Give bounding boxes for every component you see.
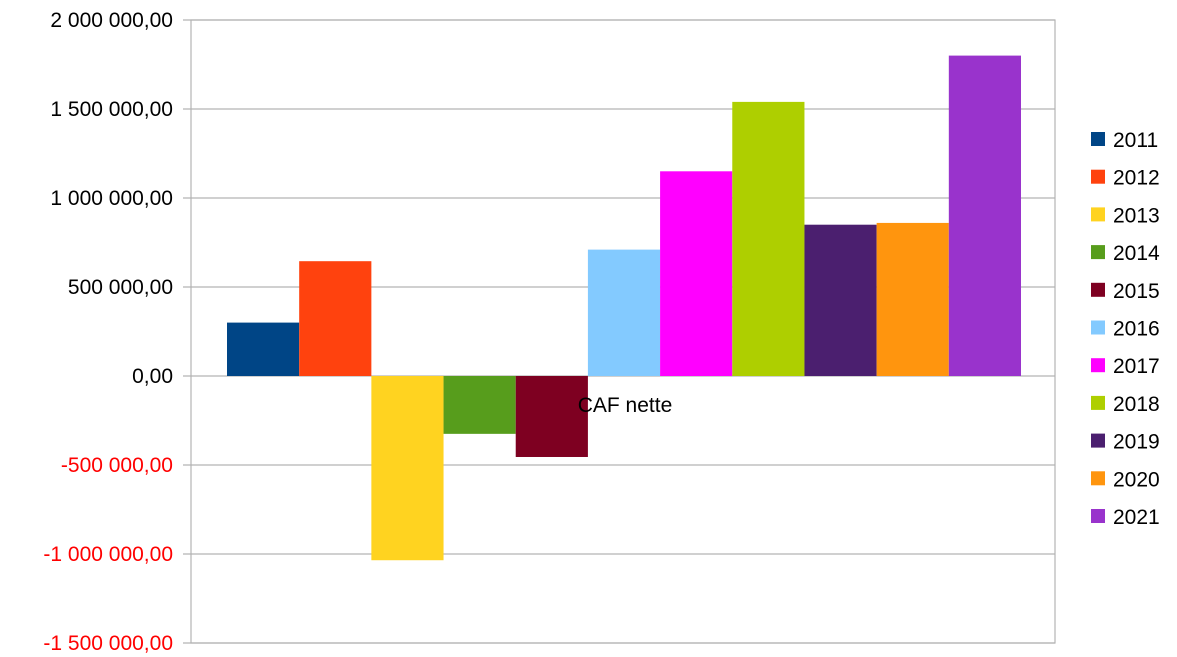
legend-swatch — [1091, 132, 1105, 146]
bar-2015 — [515, 376, 588, 457]
legend-item-2019: 2019 — [1091, 431, 1160, 454]
legend-label: 2019 — [1113, 431, 1160, 454]
bar-2013 — [371, 376, 444, 561]
legend-item-2017: 2017 — [1091, 355, 1160, 378]
legend-swatch — [1091, 509, 1105, 523]
legend-item-2020: 2020 — [1091, 468, 1160, 491]
legend-item-2021: 2021 — [1091, 506, 1160, 529]
legend-swatch — [1091, 207, 1105, 222]
legend-label: 2011 — [1113, 129, 1158, 152]
legend-item-2016: 2016 — [1091, 318, 1160, 341]
legend-label: 2017 — [1113, 355, 1160, 378]
legend-swatch — [1091, 320, 1105, 335]
y-tick-label: -1 500 000,00 — [43, 632, 173, 655]
y-tick-label: 500 000,00 — [68, 276, 173, 299]
y-tick-label: 1 500 000,00 — [50, 98, 173, 121]
legend-swatch — [1091, 471, 1105, 486]
legend-item-2014: 2014 — [1091, 242, 1160, 265]
y-tick-label: 0,00 — [132, 365, 173, 388]
bar-2016 — [587, 249, 661, 376]
legend-swatch — [1091, 433, 1105, 448]
legend-swatch — [1091, 395, 1105, 410]
legend: 2011 2012 2013 2014 2015 2016 2017 2018 2019 2020… — [1091, 129, 1160, 529]
bar-2011 — [227, 322, 300, 376]
bar-2021 — [948, 55, 1021, 376]
legend-label: 2013 — [1113, 204, 1160, 227]
legend-item-2012: 2012 — [1091, 167, 1160, 190]
bar-2014 — [443, 376, 516, 434]
legend-swatch — [1091, 282, 1105, 297]
legend-item-2013: 2013 — [1091, 204, 1160, 227]
legend-label: 2021 — [1113, 506, 1160, 529]
y-tick-label: -1 000 000,00 — [43, 543, 173, 566]
legend-label: 2016 — [1113, 318, 1160, 341]
legend-swatch — [1091, 245, 1105, 260]
bar-2012 — [299, 261, 372, 376]
legend-label: 2015 — [1113, 280, 1160, 303]
legend-item-2011: 2011 — [1091, 129, 1158, 152]
bar-2017 — [660, 171, 733, 376]
legend-label: 2020 — [1113, 468, 1160, 491]
legend-swatch — [1091, 358, 1105, 373]
y-tick-label: 2 000 000,00 — [50, 9, 173, 32]
legend-item-2015: 2015 — [1091, 280, 1160, 303]
category-label: CAF nette — [578, 394, 673, 417]
bar-2020 — [876, 222, 949, 376]
y-tick-label: -500 000,00 — [61, 454, 173, 477]
y-tick-label: 1 000 000,00 — [50, 187, 173, 210]
bar-2019 — [804, 224, 877, 376]
legend-label: 2014 — [1113, 242, 1160, 265]
legend-item-2018: 2018 — [1091, 393, 1160, 416]
y-axis-tick-labels: 2 000 000,00 1 500 000,00 1 000 000,00 500 … — [43, 9, 173, 655]
bars — [227, 55, 1021, 561]
legend-label: 2012 — [1113, 167, 1160, 190]
legend-swatch — [1091, 169, 1105, 184]
bar-2018 — [732, 101, 805, 376]
legend-label: 2018 — [1113, 393, 1160, 416]
